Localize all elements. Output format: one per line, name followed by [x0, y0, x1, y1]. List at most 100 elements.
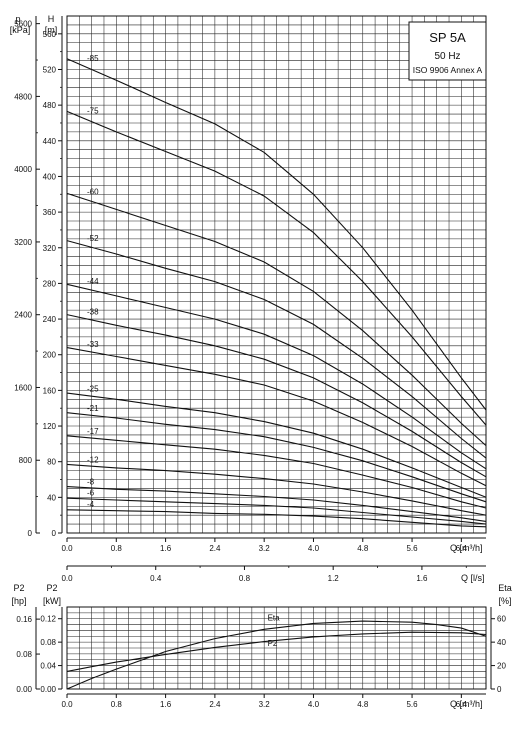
head-curve [66, 463, 487, 516]
power-hp-unit: [hp] [11, 596, 26, 606]
flow-lps-tick-label: 0.0 [61, 574, 73, 583]
flow-tick-label: 2.4 [209, 544, 221, 553]
head-curve [66, 509, 487, 528]
head-curve [66, 240, 487, 459]
head-tick-label: 400 [43, 172, 57, 181]
head-tick-label: 200 [43, 351, 57, 360]
flow-axis-label: Q [m³/h] [450, 543, 483, 553]
chart-note: ISO 9906 Annex A [413, 65, 483, 75]
power-flow-tick-label: 1.6 [160, 700, 172, 709]
flow-tick-label: 6.4 [456, 544, 468, 553]
head-tick-label: 160 [43, 386, 57, 395]
curve-label: -17 [87, 427, 99, 436]
head-tick-label: 240 [43, 315, 57, 324]
pressure-tick-label: 0 [28, 529, 33, 538]
pressure-tick-label: 5600 [14, 20, 32, 29]
head-tick-label: 0 [52, 529, 57, 538]
head-tick-label: 40 [47, 493, 56, 502]
power-flow-tick-label: 0.8 [111, 700, 123, 709]
head-tick-label: 120 [43, 422, 57, 431]
pressure-tick-label: 3200 [14, 238, 32, 247]
pressure-tick-label: 800 [19, 456, 33, 465]
pressure-tick-label: 4800 [14, 92, 32, 101]
power-curve-label: Eta [268, 613, 281, 622]
power-kw-tick-label: 0.04 [40, 662, 56, 671]
head-curve [66, 486, 487, 522]
title-box: SP 5A 50 Hz ISO 9906 Annex A [408, 21, 487, 81]
power-curves: Eta P2 [66, 613, 487, 690]
power-kw-tick-label: 0.12 [40, 615, 56, 624]
pressure-tick-label: 4000 [14, 165, 32, 174]
curve-label: -6 [87, 489, 95, 498]
efficiency-unit: [%] [498, 596, 511, 606]
curve-label: -12 [87, 455, 99, 464]
curve-label: -52 [87, 234, 99, 243]
power-kw-unit: [kW] [43, 596, 61, 606]
power-flow-tick-label: 4.8 [357, 700, 369, 709]
power-hp-tick-label: 0.16 [16, 615, 32, 624]
head-tick-label: 360 [43, 208, 57, 217]
head-curve [66, 497, 487, 525]
power-kw-tick-label: 0.00 [40, 685, 56, 694]
flow-tick-label: 0.0 [61, 544, 73, 553]
power-flow-tick-label: 0.0 [61, 700, 73, 709]
power-hp-symbol: P2 [13, 583, 24, 593]
curve-label: -85 [87, 54, 99, 63]
power-flow-tick-label: 2.4 [209, 700, 221, 709]
pressure-tick-label: 2400 [14, 311, 32, 320]
curve-label: -8 [87, 477, 95, 486]
head-curve [66, 110, 487, 426]
head-chart-grid [66, 15, 487, 534]
efficiency-tick-label: 20 [497, 662, 506, 671]
curve-label: -4 [87, 500, 95, 509]
efficiency-symbol: Eta [498, 583, 512, 593]
power-flow-tick-label: 5.6 [406, 700, 418, 709]
head-curve [66, 58, 487, 411]
flow-tick-label: 0.8 [111, 544, 123, 553]
curve-label: -38 [87, 307, 99, 316]
head-tick-label: 80 [47, 458, 56, 467]
power-curve [66, 631, 487, 672]
power-kw-symbol: P2 [46, 583, 57, 593]
head-tick-label: 480 [43, 101, 57, 110]
chart-subtitle: 50 Hz [434, 51, 460, 62]
head-curve [66, 283, 487, 470]
power-chart-axes: 0.00 0.04 0.08 0.12 0.00 0.08 0.16 0 20 40 60 0.0 0.… [16, 606, 506, 709]
efficiency-tick-label: 40 [497, 638, 506, 647]
curve-label: -60 [87, 187, 99, 196]
flow-lps-axis: 0.0 0.4 0.8 1.2 1.6 [61, 565, 486, 583]
curve-label: -75 [87, 107, 99, 116]
efficiency-tick-label: 0 [497, 685, 502, 694]
head-symbol: H [48, 14, 55, 24]
efficiency-curve [66, 620, 487, 690]
flow-tick-label: 1.6 [160, 544, 172, 553]
head-curve [66, 412, 487, 503]
flow-tick-label: 4.0 [308, 544, 320, 553]
power-flow-tick-label: 3.2 [259, 700, 271, 709]
power-curve-label: P2 [268, 639, 278, 648]
power-flow-tick-label: 6.4 [456, 700, 468, 709]
pressure-unit: [kPa] [10, 25, 31, 35]
power-flow-tick-label: 4.0 [308, 700, 320, 709]
head-unit: [m] [45, 25, 58, 35]
head-tick-label: 280 [43, 279, 57, 288]
curve-label: -25 [87, 385, 99, 394]
flow-lps-tick-label: 0.8 [239, 574, 251, 583]
flow-tick-label: 3.2 [259, 544, 271, 553]
head-curve [66, 435, 487, 509]
pressure-tick-label: 1600 [14, 383, 32, 392]
flow-lps-tick-label: 1.2 [328, 574, 340, 583]
curve-label: -44 [87, 277, 99, 286]
head-curve-labels: -85 -75 -60 -52 -44 -38 -33 -25 -21 -17 -12 -8 -6 -4 [87, 54, 99, 509]
head-chart-axes: 0 40 80 120 160 200 240 280 320 360 400 440 480 520 56… [14, 15, 487, 553]
head-curves [66, 58, 487, 528]
flow-tick-label: 5.6 [406, 544, 418, 553]
flow-lps-tick-label: 1.6 [416, 574, 428, 583]
flow-lps-tick-label: 0.4 [150, 574, 162, 583]
curve-label: -33 [87, 340, 99, 349]
head-tick-label: 520 [43, 65, 57, 74]
head-tick-label: 320 [43, 244, 57, 253]
head-tick-label: 560 [43, 30, 57, 39]
flow-lps-axis-label: Q [l/s] [461, 573, 485, 583]
